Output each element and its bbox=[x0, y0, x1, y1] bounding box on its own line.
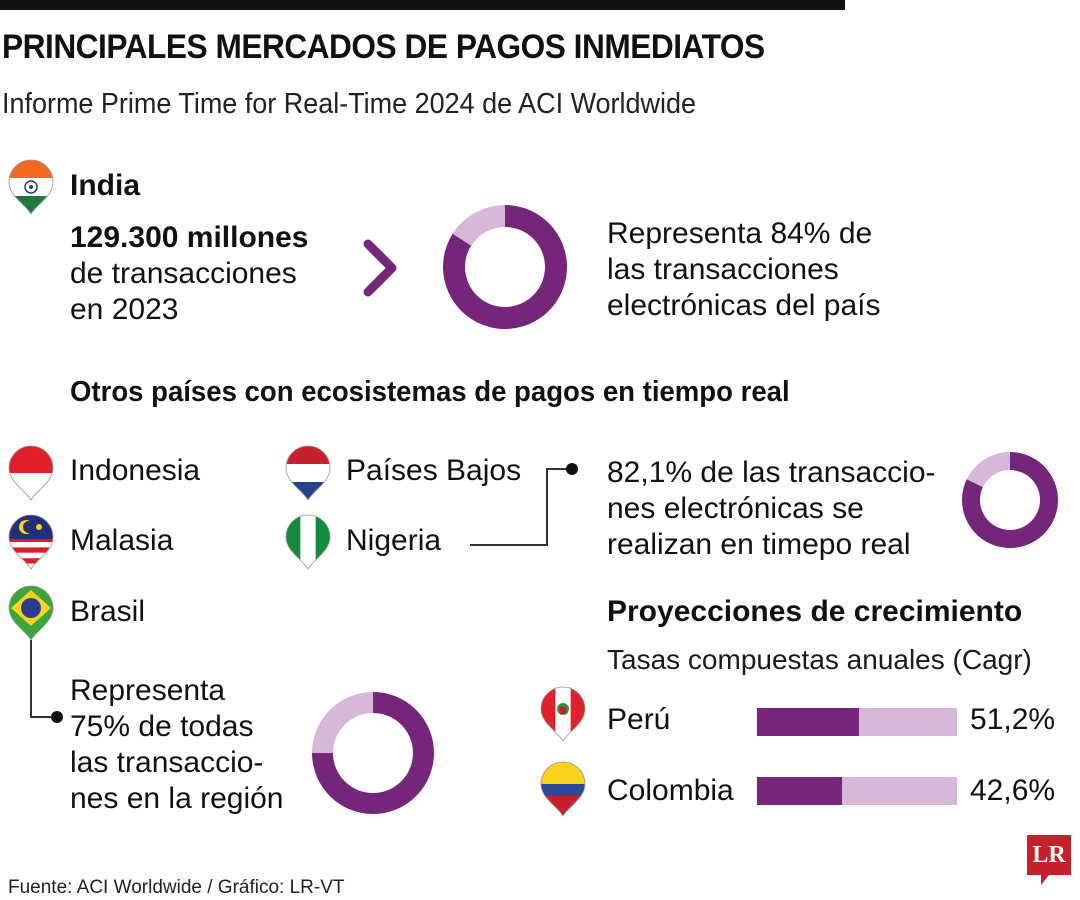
colombia-flag-pin-icon bbox=[540, 761, 586, 817]
india-flag-pin-icon bbox=[8, 159, 54, 215]
connector-dot bbox=[566, 463, 578, 475]
projections-heading: Proyecciones de crecimiento bbox=[607, 595, 1023, 628]
india-share-text: Representa 84% de bbox=[607, 216, 872, 252]
flag-pin-icon bbox=[285, 514, 331, 570]
country-netherlands: Países Bajos bbox=[346, 454, 522, 487]
brasil-connector-line bbox=[30, 716, 54, 718]
flag-pin-icon bbox=[8, 514, 54, 570]
flag-pin-icon bbox=[540, 761, 586, 817]
bar-label-peru: Perú bbox=[607, 703, 671, 736]
country-malaysia: Malasia bbox=[70, 524, 174, 557]
flag-pin-icon bbox=[8, 159, 54, 215]
brasil-share-line1: Representa bbox=[70, 674, 226, 707]
source-text: Fuente: ACI Worldwide / Gráfico: LR-VT bbox=[8, 877, 345, 898]
nigeria-share-line2: nes electrónicas se bbox=[607, 492, 864, 525]
india-share-line2: las transacciones bbox=[607, 253, 839, 286]
india-transactions-text: de transacciones bbox=[70, 257, 297, 290]
share-suffix: de bbox=[830, 217, 873, 250]
bar-fill-colombia bbox=[757, 777, 843, 805]
nigeria-share-line3: realizan en timepo real bbox=[607, 528, 911, 561]
share-prefix: Representa bbox=[607, 217, 771, 250]
nigeria-connector-line bbox=[546, 468, 570, 470]
donut-slice-share bbox=[962, 452, 1058, 548]
nigeria-flag-pin-icon bbox=[285, 514, 331, 570]
donut-slice-rest bbox=[312, 692, 373, 753]
brasil-share-text: 75% de todas bbox=[70, 709, 253, 745]
brasil-text-2: de todas bbox=[130, 710, 254, 743]
donut-slice-share bbox=[443, 205, 567, 329]
country-indonesia: Indonesia bbox=[70, 454, 201, 487]
india-donut-chart bbox=[443, 205, 567, 329]
india-share-line3: electrónicas del país bbox=[607, 289, 881, 322]
country-nigeria: Nigeria bbox=[346, 524, 442, 557]
nigeria-share-value: 82,1% bbox=[607, 456, 693, 489]
others-heading: Otros países con ecosistemas de pagos en… bbox=[70, 376, 790, 408]
country-brasil: Brasil bbox=[70, 595, 146, 628]
page-subtitle: Informe Prime Time for Real-Time 2024 de… bbox=[2, 88, 696, 120]
nigeria-connector-line bbox=[546, 468, 548, 546]
brasil-connector-line bbox=[30, 640, 32, 718]
brasil-share-line4: nes en la región bbox=[70, 782, 284, 815]
chevron-right-icon bbox=[363, 239, 397, 297]
bar-fill-peru bbox=[757, 708, 860, 736]
nigeria-share-text: 82,1% de las transaccio- bbox=[607, 455, 936, 491]
donut-slice-rest bbox=[452, 205, 505, 246]
flag-pin-icon bbox=[285, 445, 331, 501]
netherlands-flag-pin-icon bbox=[285, 445, 331, 501]
flag-pin-icon bbox=[8, 445, 54, 501]
donut-slice-rest bbox=[966, 452, 1010, 488]
donut-slice-share bbox=[312, 692, 434, 814]
brasil-share-line3: las transaccio- bbox=[70, 746, 264, 779]
india-label: India bbox=[70, 169, 141, 202]
bar-peru bbox=[757, 708, 957, 736]
lr-logo: LR bbox=[1027, 835, 1071, 885]
bar-value-peru: 51,2% bbox=[970, 703, 1056, 736]
top-rule bbox=[0, 0, 845, 10]
bar-colombia bbox=[757, 777, 957, 805]
page-title: PRINCIPALES MERCADOS DE PAGOS INMEDIATOS bbox=[2, 28, 765, 66]
flag-pin-icon bbox=[8, 585, 54, 641]
nigeria-donut-chart bbox=[962, 452, 1058, 548]
india-year-text: en 2023 bbox=[70, 293, 179, 326]
bar-label-colombia: Colombia bbox=[607, 774, 734, 807]
nigeria-text-1: de las transaccio- bbox=[692, 456, 936, 489]
indonesia-flag-pin-icon bbox=[8, 445, 54, 501]
flag-pin-icon bbox=[540, 686, 586, 742]
bar-value-colombia: 42,6% bbox=[970, 774, 1056, 807]
malaysia-flag-pin-icon bbox=[8, 514, 54, 570]
india-share-value: 84% bbox=[770, 217, 831, 250]
brasil-share-value: 75% bbox=[70, 710, 131, 743]
nigeria-connector-line bbox=[470, 544, 548, 546]
projections-subheading: Tasas compuestas anuales (Cagr) bbox=[607, 644, 1032, 675]
brasil-flag-pin-icon bbox=[8, 585, 54, 641]
india-transactions-value: 129.300 millones bbox=[70, 221, 309, 254]
brasil-donut-chart bbox=[312, 692, 434, 814]
connector-dot bbox=[51, 711, 63, 723]
peru-flag-pin-icon bbox=[540, 686, 586, 742]
